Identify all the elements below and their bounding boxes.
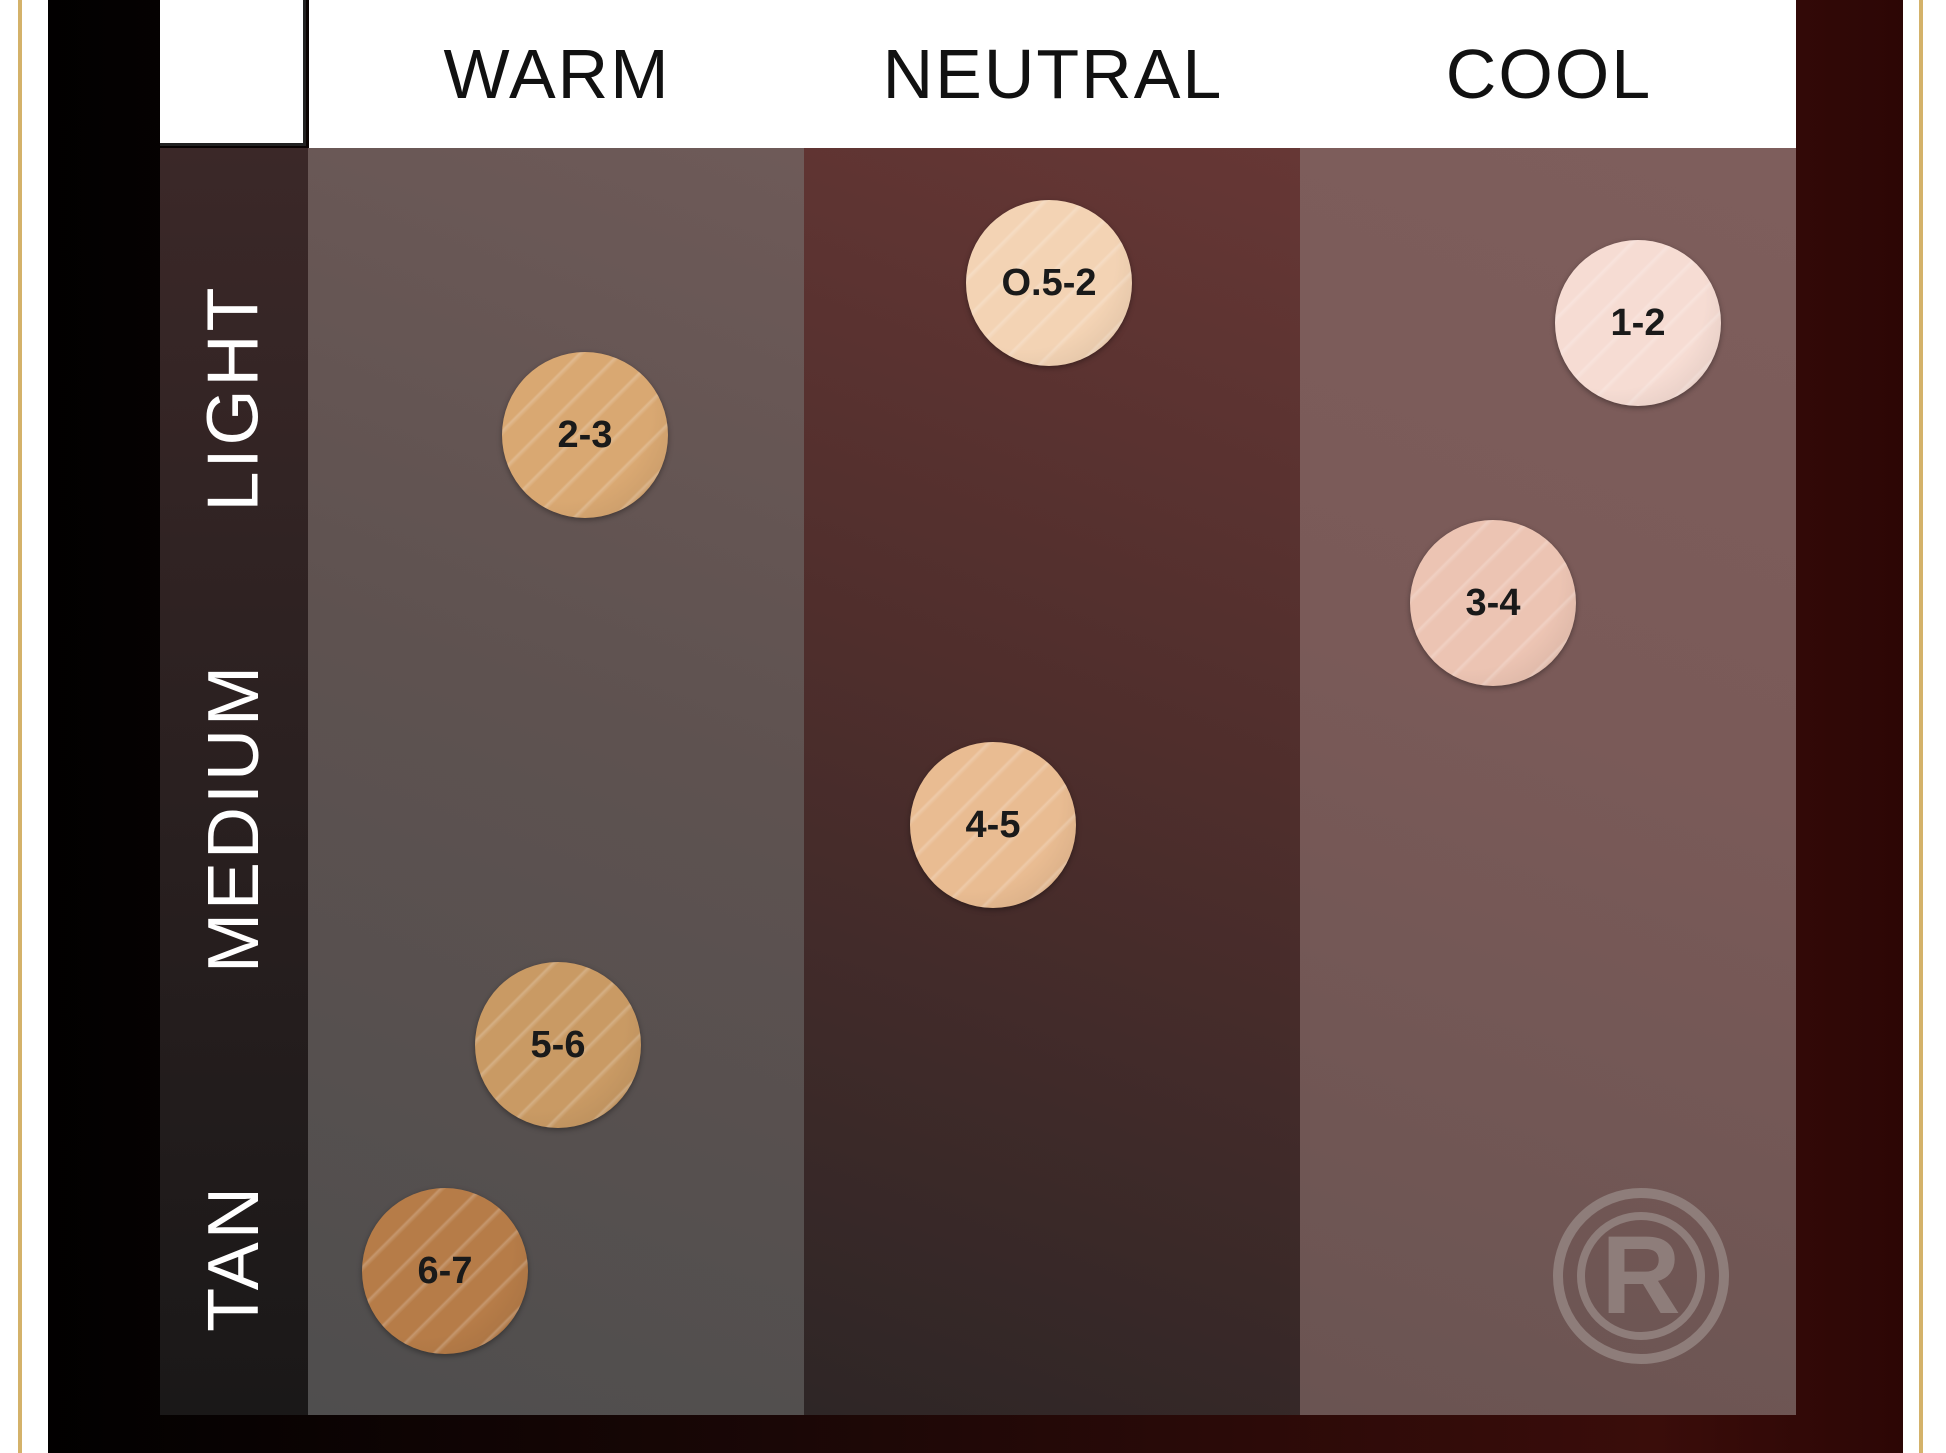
inner-margin-right	[1903, 0, 1919, 1453]
column-header-neutral: NEUTRAL	[882, 35, 1224, 113]
shade-swatch-3-4[interactable]: 3-4	[1410, 520, 1576, 686]
shade-swatch-4-5[interactable]: 4-5	[910, 742, 1076, 908]
shade-swatch-0-5-2[interactable]: O.5-2	[966, 200, 1132, 366]
page-margin-left	[0, 0, 18, 1453]
shade-swatch-6-7[interactable]: 6-7	[362, 1188, 528, 1354]
grid-corner	[160, 0, 306, 146]
page-margin-right	[1923, 0, 1946, 1453]
shade-swatch-1-2[interactable]: 1-2	[1555, 240, 1721, 406]
logo-monogram: R	[1577, 1212, 1705, 1340]
shade-grid: WARM NEUTRAL COOL LIGHT MEDIUM TAN 2-3 5…	[160, 0, 1796, 1415]
gold-border-right	[1919, 0, 1923, 1453]
row-label-tan: TAN	[194, 1184, 274, 1332]
column-header-cool: COOL	[1445, 35, 1653, 113]
brand-logo: R	[1553, 1188, 1729, 1364]
inner-margin-left	[22, 0, 48, 1453]
column-header-warm: WARM	[443, 35, 671, 113]
row-label-medium: MEDIUM	[194, 663, 275, 973]
column-header-row: WARM NEUTRAL COOL	[309, 0, 1796, 148]
row-label-light: LIGHT	[194, 284, 274, 512]
shade-swatch-2-3[interactable]: 2-3	[502, 352, 668, 518]
gold-border-left	[18, 0, 22, 1453]
row-label-sidebar: LIGHT MEDIUM TAN	[160, 148, 308, 1415]
shade-swatch-5-6[interactable]: 5-6	[475, 962, 641, 1128]
column-cool	[1300, 148, 1796, 1415]
